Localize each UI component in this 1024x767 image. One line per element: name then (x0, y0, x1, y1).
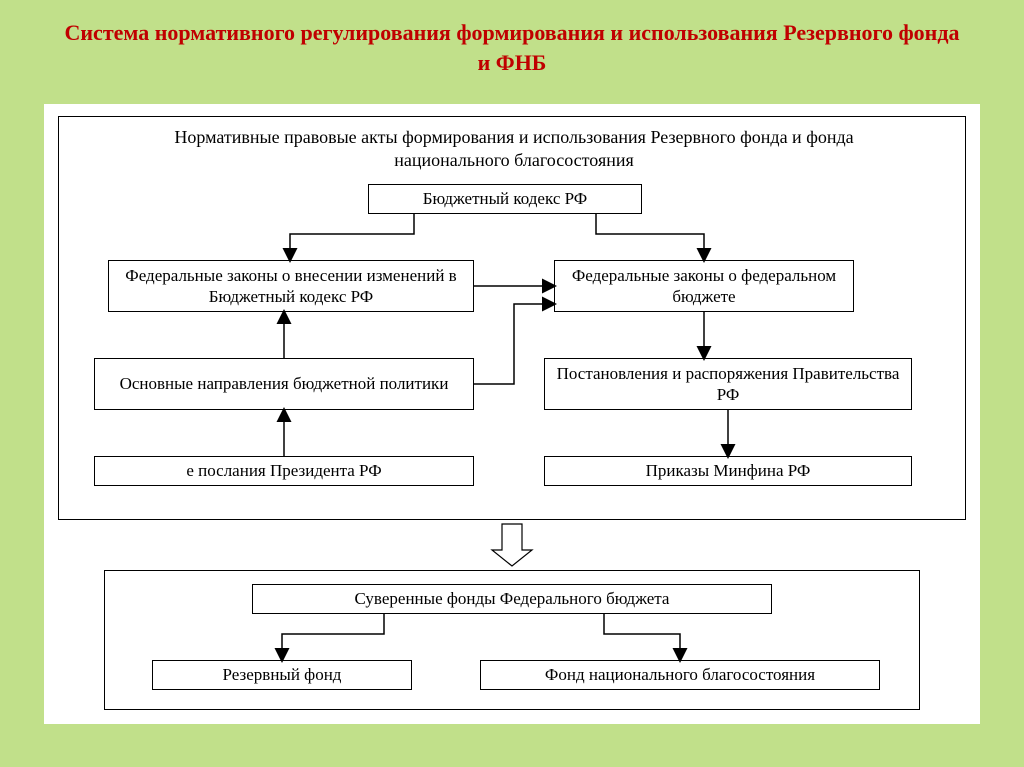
node-minfin-orders: Приказы Минфина РФ (544, 456, 912, 486)
node-sovereign-funds: Суверенные фонды Федерального бюджета (252, 584, 772, 614)
header-top: Нормативные правовые акты формирования и… (164, 126, 864, 173)
node-budget-code: Бюджетный кодекс РФ (368, 184, 642, 214)
node-gov-orders: Постановления и распоряжения Правительст… (544, 358, 912, 410)
node-reserve-fund: Резервный фонд (152, 660, 412, 690)
node-fz-fed-budget: Федеральные законы о федеральном бюджете (554, 260, 854, 312)
node-fz-bk-changes: Федеральные законы о внесении изменений … (108, 260, 474, 312)
node-national-wealth-fund: Фонд национального благосостояния (480, 660, 880, 690)
node-budget-policy: Основные направления бюджетной политики (94, 358, 474, 410)
node-president-msg: е послания Президента РФ (94, 456, 474, 486)
page-title: Система нормативного регулирования форми… (0, 0, 1024, 77)
diagram-canvas: Нормативные правовые акты формирования и… (44, 104, 980, 724)
